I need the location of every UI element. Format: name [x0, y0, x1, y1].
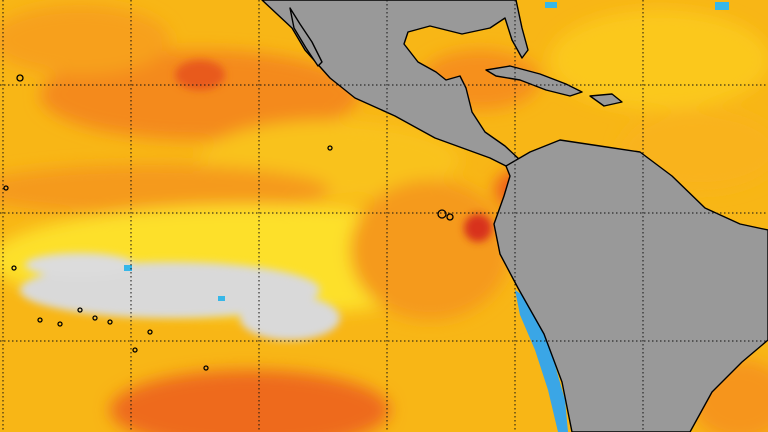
island [203, 365, 209, 371]
cold-speck [715, 2, 729, 10]
cold-speck [545, 2, 557, 8]
warm-band [40, 50, 360, 140]
hot-spot [464, 214, 492, 242]
cold-speck [218, 296, 225, 301]
hot-spot [175, 60, 225, 90]
baja-california [289, 7, 323, 67]
island [77, 307, 83, 313]
islands [3, 74, 454, 371]
neutral-patch [25, 253, 135, 277]
coastal-cold [515, 290, 568, 432]
land [261, 0, 768, 432]
hispaniola [589, 93, 623, 107]
island [327, 145, 333, 151]
south-america [493, 139, 768, 432]
cuba [485, 65, 583, 97]
hot-patch [110, 370, 390, 432]
island [446, 213, 454, 221]
island [11, 265, 17, 271]
island [3, 185, 9, 191]
island [92, 315, 98, 321]
warm-patch [350, 180, 510, 320]
warm-band [0, 165, 330, 215]
island [57, 321, 63, 327]
north-america [261, 0, 529, 167]
cold-speck [124, 265, 132, 271]
warm-patch [0, 5, 170, 75]
island [437, 209, 447, 219]
island [132, 347, 138, 353]
cool-anomaly [20, 60, 492, 340]
island [147, 329, 153, 335]
atlantic-mild [550, 10, 768, 110]
island [16, 74, 24, 82]
island [107, 319, 113, 325]
island [37, 317, 43, 323]
neutral-patch [240, 296, 340, 340]
